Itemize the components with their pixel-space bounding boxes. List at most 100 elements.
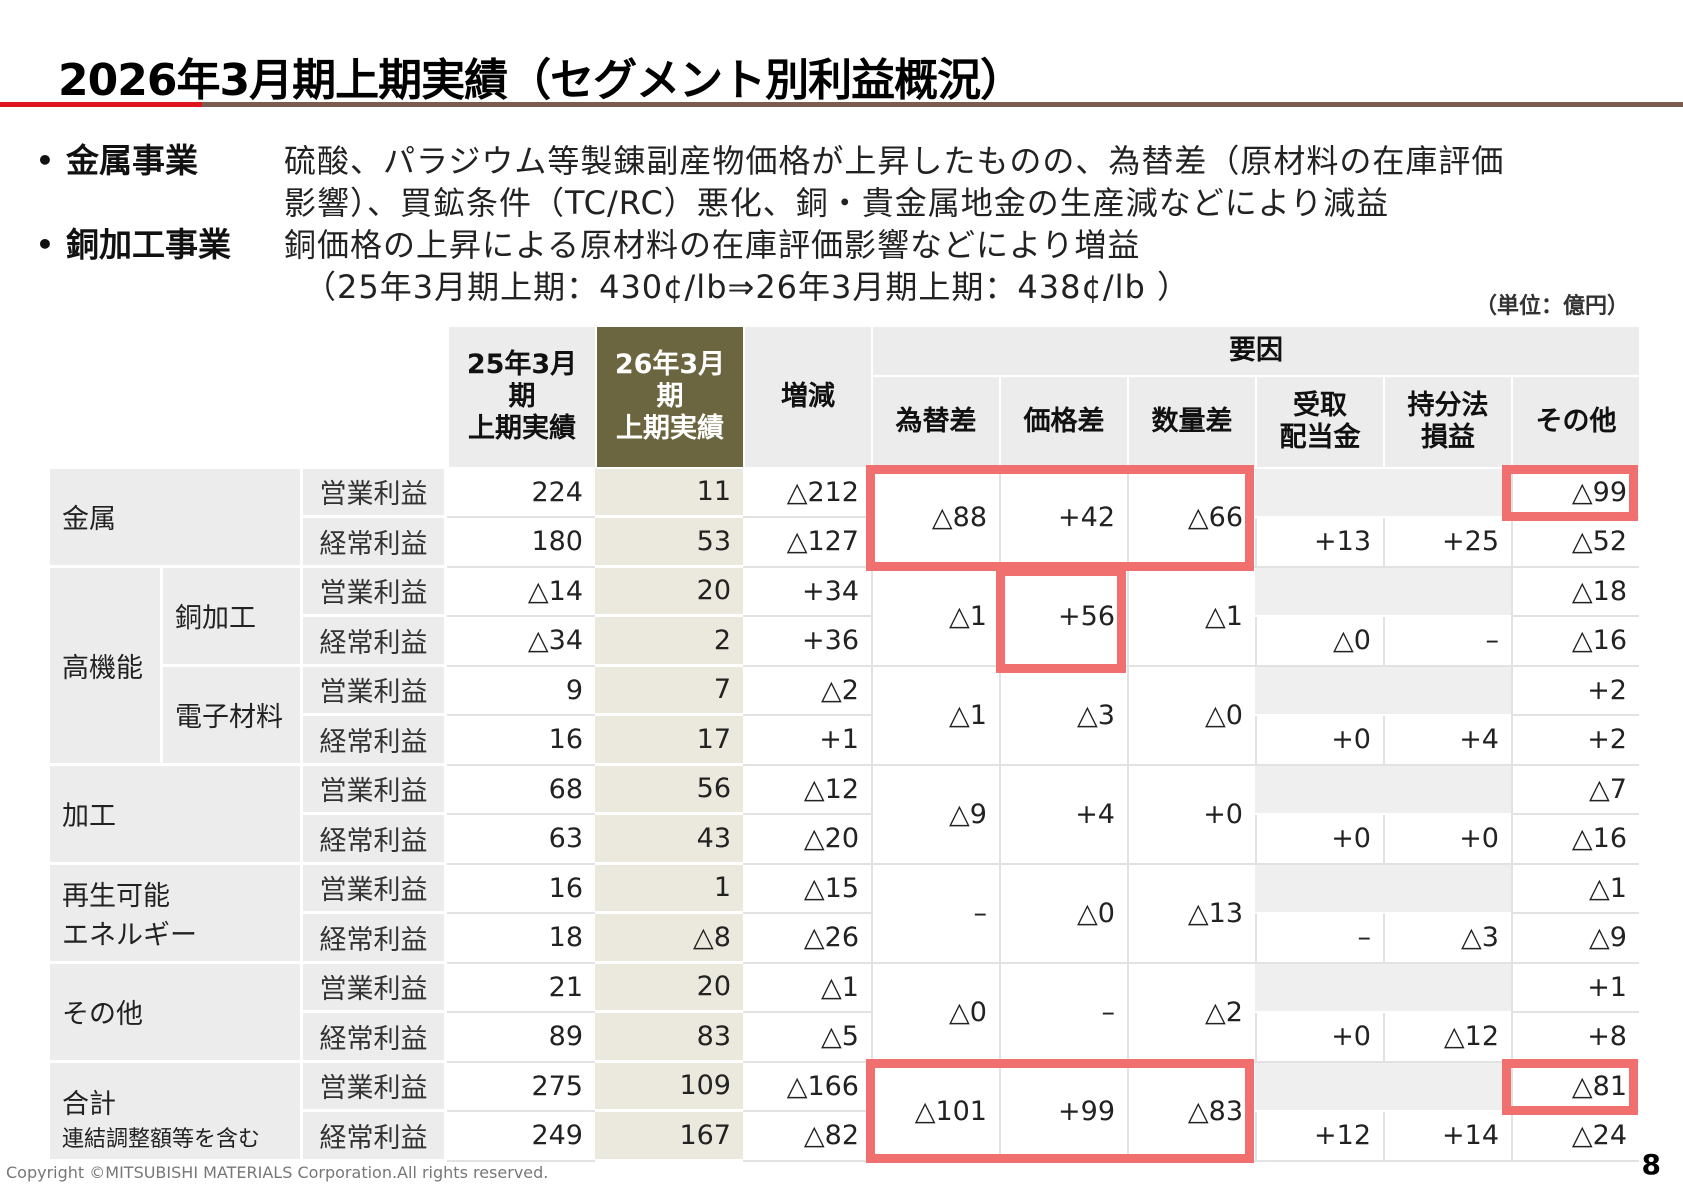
cell-other: △16 bbox=[1511, 617, 1639, 667]
cell-curr: 20 bbox=[595, 963, 743, 1013]
cell-curr: 53 bbox=[595, 518, 743, 568]
cell-other: △18 bbox=[1511, 567, 1639, 617]
cell-price: +42 bbox=[999, 468, 1127, 568]
header-line: 上期実績 bbox=[616, 412, 724, 444]
header-line: 配当金 bbox=[1279, 421, 1361, 453]
row-type: 経常利益 bbox=[303, 1112, 447, 1162]
unit-label: （単位：億円） bbox=[1474, 294, 1629, 319]
header-line: 25年3月期 bbox=[466, 348, 578, 412]
table-row: 経常利益 △34 2 +36 △0 – △16 bbox=[50, 617, 1639, 667]
row-type: 経常利益 bbox=[303, 716, 447, 766]
cell-curr: 7 bbox=[595, 666, 743, 716]
row-type: 営業利益 bbox=[303, 864, 447, 914]
segment-label-total: 合計 連結調整額等を含む bbox=[50, 1062, 303, 1162]
row-type: 経常利益 bbox=[303, 518, 447, 568]
bullet-text: 銅価格の上昇による原材料の在庫評価影響などにより増益 （25年3月期上期：430… bbox=[284, 224, 1656, 308]
cell-other: △99 bbox=[1511, 468, 1639, 518]
row-type: 営業利益 bbox=[303, 567, 447, 617]
cell-other: △52 bbox=[1511, 518, 1639, 568]
cell-other: +2 bbox=[1511, 716, 1639, 766]
cell-blank bbox=[1255, 567, 1511, 617]
cell-price: +99 bbox=[999, 1062, 1127, 1162]
cell-fx: △0 bbox=[871, 963, 999, 1063]
cell-fx: △88 bbox=[871, 468, 999, 568]
cell-volume: △2 bbox=[1127, 963, 1255, 1063]
cell-other: △16 bbox=[1511, 815, 1639, 865]
header-factor-volume: 数量差 bbox=[1127, 376, 1255, 469]
header-factor-price: 価格差 bbox=[999, 376, 1127, 469]
table-row: 加工 営業利益 68 56 △12 △9 +4 +0 △7 bbox=[50, 765, 1639, 865]
cell-dividend: +13 bbox=[1255, 518, 1383, 568]
row-type: 経常利益 bbox=[303, 617, 447, 667]
cell-diff: △26 bbox=[743, 914, 871, 964]
cell-volume: △13 bbox=[1127, 864, 1255, 964]
total-label: 合計 bbox=[62, 1088, 116, 1120]
cell-curr: 43 bbox=[595, 815, 743, 865]
cell-diff: △82 bbox=[743, 1112, 871, 1162]
table-row: 経常利益 16 17 +1 +0 +4 +2 bbox=[50, 716, 1639, 766]
cell-equity: △12 bbox=[1383, 1013, 1511, 1063]
cell-diff: +36 bbox=[743, 617, 871, 667]
cell-prev: 275 bbox=[447, 1062, 595, 1112]
cell-equity: +0 bbox=[1383, 815, 1511, 865]
cell-other: △7 bbox=[1511, 765, 1639, 815]
header-line: 26年3月期 bbox=[614, 348, 726, 412]
header-curr-period: 26年3月期 上期実績 bbox=[595, 327, 743, 469]
cell-prev: 9 bbox=[447, 666, 595, 716]
cell-diff: △20 bbox=[743, 815, 871, 865]
header-prev-period: 25年3月期 上期実績 bbox=[447, 327, 595, 469]
bullet-heading: 金属事業 bbox=[66, 141, 198, 180]
segment-label: 再生可能 エネルギー bbox=[50, 864, 303, 964]
cell-equity: +14 bbox=[1383, 1112, 1511, 1162]
cell-fx: △1 bbox=[871, 666, 999, 766]
cell-diff: △166 bbox=[743, 1062, 871, 1112]
cell-fx: – bbox=[871, 864, 999, 964]
cell-prev: 249 bbox=[447, 1112, 595, 1162]
cell-curr: △8 bbox=[595, 914, 743, 964]
cell-volume: △1 bbox=[1127, 567, 1255, 667]
bullet-line: 影響）、買鉱条件（TC/RC）悪化、銅・貴金属地金の生産減などにより減益 bbox=[284, 184, 1390, 222]
cell-fx: △9 bbox=[871, 765, 999, 865]
cell-prev: △14 bbox=[447, 567, 595, 617]
segment-label-line: 再生可能 bbox=[62, 880, 170, 912]
cell-fx: △101 bbox=[871, 1062, 999, 1162]
cell-curr: 83 bbox=[595, 1013, 743, 1063]
cell-blank bbox=[1255, 666, 1511, 716]
bullet-text: 硫酸、パラジウム等製錬副産物価格が上昇したものの、為替差（原材料の在庫評価 影響… bbox=[284, 140, 1656, 224]
row-type: 経常利益 bbox=[303, 914, 447, 964]
header-line: 上期実績 bbox=[468, 412, 576, 444]
cell-diff: △1 bbox=[743, 963, 871, 1013]
title-underline-accent bbox=[0, 102, 202, 107]
segment-label: 金属 bbox=[50, 468, 303, 568]
cell-prev: 180 bbox=[447, 518, 595, 568]
cell-other: +8 bbox=[1511, 1013, 1639, 1063]
header-line: 受取 bbox=[1293, 389, 1347, 421]
cell-blank bbox=[1255, 864, 1511, 914]
row-type: 営業利益 bbox=[303, 666, 447, 716]
table-row: その他 営業利益 21 20 △1 △0 – △2 +1 bbox=[50, 963, 1639, 1063]
cell-other: △9 bbox=[1511, 914, 1639, 964]
bullet-heading: 銅加工事業 bbox=[66, 225, 231, 264]
page-number: 8 bbox=[1641, 1148, 1661, 1181]
bullet-line: 銅価格の上昇による原材料の在庫評価影響などにより増益 bbox=[284, 226, 1141, 264]
cell-dividend: +0 bbox=[1255, 1013, 1383, 1063]
cell-fx: △1 bbox=[871, 567, 999, 667]
row-type: 営業利益 bbox=[303, 468, 447, 518]
table-row: 再生可能 エネルギー 営業利益 16 1 △15 – △0 △13 △1 bbox=[50, 864, 1639, 964]
cell-diff: △15 bbox=[743, 864, 871, 914]
cell-dividend: +12 bbox=[1255, 1112, 1383, 1162]
cell-diff: △212 bbox=[743, 468, 871, 518]
cell-other: +2 bbox=[1511, 666, 1639, 716]
segment-label: その他 bbox=[50, 963, 303, 1063]
page-title: 2026年3月期上期実績（セグメント別利益概況） bbox=[58, 55, 1024, 106]
header-factors-group: 要因 bbox=[871, 327, 1639, 377]
table-row-total: 経常利益 249 167 △82 +12 +14 △24 bbox=[50, 1112, 1639, 1162]
segment-profit-table: 25年3月期 上期実績 26年3月期 上期実績 増減 要因 為替差 価格差 数量… bbox=[50, 327, 1639, 1162]
subsegment-label: 銅加工 bbox=[163, 567, 303, 667]
segment-label: 加工 bbox=[50, 765, 303, 865]
cell-diff: +1 bbox=[743, 716, 871, 766]
header-diff: 増減 bbox=[743, 327, 871, 469]
summary-bullets: • 金属事業 硫酸、パラジウム等製錬副産物価格が上昇したものの、為替差（原材料の… bbox=[36, 140, 1656, 308]
bullet-icon: • bbox=[36, 144, 54, 177]
row-type: 営業利益 bbox=[303, 765, 447, 815]
